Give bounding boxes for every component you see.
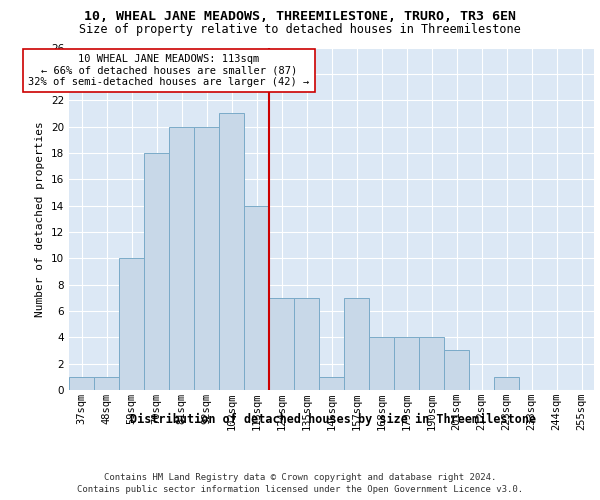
Text: Contains public sector information licensed under the Open Government Licence v3: Contains public sector information licen…: [77, 485, 523, 494]
Text: Size of property relative to detached houses in Threemilestone: Size of property relative to detached ho…: [79, 22, 521, 36]
Bar: [444, 350, 469, 390]
Text: 10 WHEAL JANE MEADOWS: 113sqm
← 66% of detached houses are smaller (87)
32% of s: 10 WHEAL JANE MEADOWS: 113sqm ← 66% of d…: [28, 54, 310, 88]
Text: Distribution of detached houses by size in Threemilestone: Distribution of detached houses by size …: [130, 412, 536, 426]
Bar: [94, 377, 119, 390]
Bar: [269, 298, 294, 390]
Text: 10, WHEAL JANE MEADOWS, THREEMILESTONE, TRURO, TR3 6EN: 10, WHEAL JANE MEADOWS, THREEMILESTONE, …: [84, 10, 516, 23]
Bar: [319, 377, 344, 390]
Bar: [419, 338, 444, 390]
Bar: [144, 153, 169, 390]
Bar: [244, 206, 269, 390]
Y-axis label: Number of detached properties: Number of detached properties: [35, 121, 46, 316]
Bar: [69, 377, 94, 390]
Bar: [169, 126, 194, 390]
Text: Contains HM Land Registry data © Crown copyright and database right 2024.: Contains HM Land Registry data © Crown c…: [104, 472, 496, 482]
Bar: [194, 126, 219, 390]
Bar: [294, 298, 319, 390]
Bar: [344, 298, 369, 390]
Bar: [369, 338, 394, 390]
Bar: [119, 258, 144, 390]
Bar: [219, 114, 244, 390]
Bar: [394, 338, 419, 390]
Bar: [494, 377, 519, 390]
